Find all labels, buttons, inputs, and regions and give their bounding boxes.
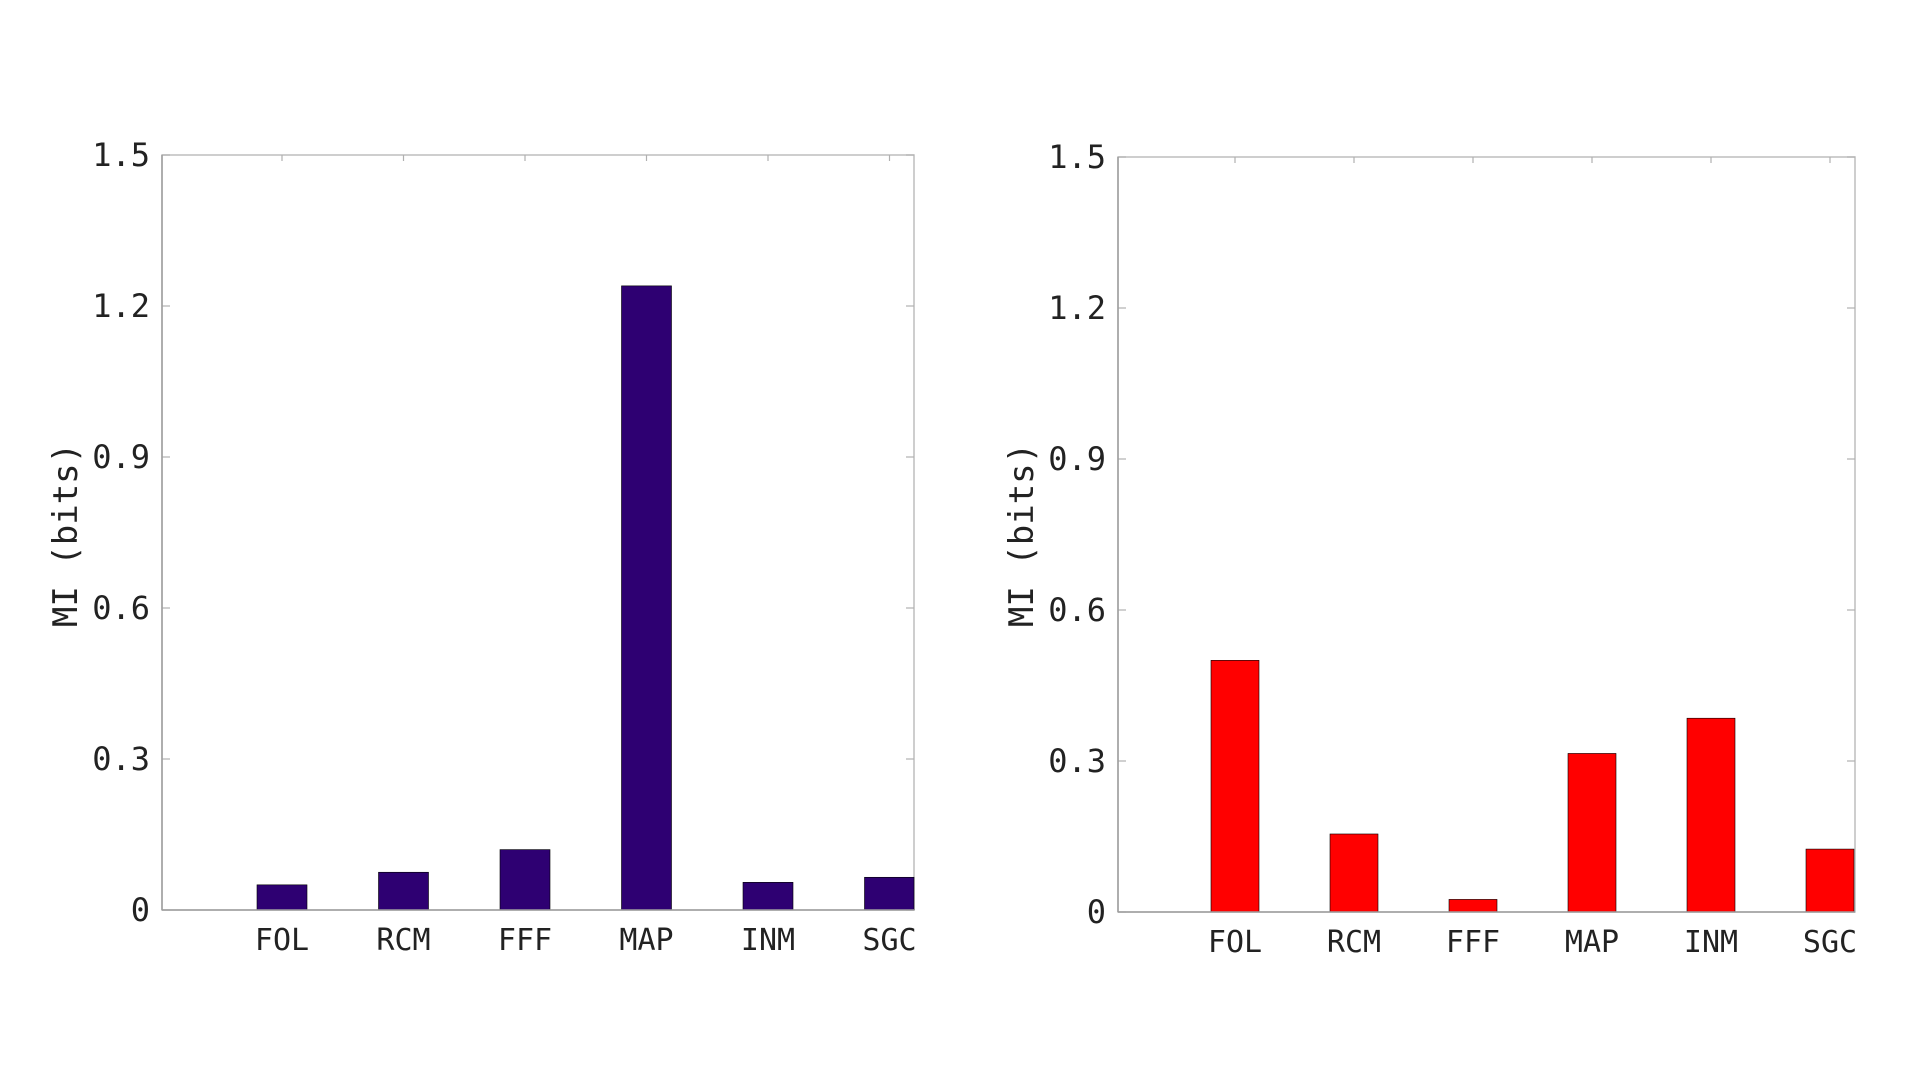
- y-tick-label: 0.3: [92, 740, 150, 778]
- bar-sgc: [864, 876, 915, 911]
- x-tick-label: SGC: [862, 923, 916, 958]
- bar-inm: [1686, 717, 1736, 913]
- y-tick-label: 0.9: [1048, 440, 1106, 478]
- y-tick-label: 0.3: [1048, 742, 1106, 780]
- bar-map: [1567, 753, 1617, 913]
- y-tick-label: 1.5: [92, 136, 150, 174]
- y-tick-label: 1.2: [1048, 289, 1106, 327]
- bar-fol: [1210, 660, 1260, 913]
- y-tick-label: 1.2: [92, 287, 150, 325]
- y-tick-label: 0: [131, 891, 150, 929]
- plot-frame: [161, 154, 915, 911]
- bar-fff: [499, 849, 551, 911]
- bar-rcm: [378, 871, 429, 911]
- y-tick-label: 1.5: [1048, 138, 1106, 176]
- x-tick-label: FFF: [1446, 925, 1500, 960]
- right-chart-panel: 0 0.3 0.6 0.9 1.2 1.5 FOL RCM FFF MAP INM SGC MI (bi…: [1002, 138, 1857, 960]
- x-tick-label: MAP: [1565, 925, 1619, 960]
- x-tick-label: INM: [1684, 925, 1738, 960]
- bar-sgc: [1805, 848, 1855, 913]
- y-axis-label: MI (bits): [46, 443, 86, 627]
- x-tick-label: MAP: [619, 923, 673, 958]
- bar-inm: [742, 882, 794, 911]
- x-tick-label: RCM: [376, 923, 430, 958]
- bar-map: [621, 285, 672, 911]
- y-tick-label: 0: [1087, 893, 1106, 931]
- bar-fol: [256, 884, 308, 911]
- x-tick-label: FOL: [255, 923, 309, 958]
- x-tick-label: FOL: [1208, 925, 1262, 960]
- bar-rcm: [1329, 833, 1379, 913]
- y-tick-label: 0.9: [92, 438, 150, 476]
- bar-fff: [1448, 899, 1498, 913]
- x-tick-label: INM: [741, 923, 795, 958]
- x-tick-label: SGC: [1803, 925, 1857, 960]
- x-tick-label: RCM: [1327, 925, 1381, 960]
- left-chart-panel: 0 0.3 0.6 0.9 1.2 1.5 FOL RCM FFF MAP INM SGC MI (bi…: [46, 136, 917, 958]
- y-axis-label: MI (bits): [1002, 443, 1042, 627]
- x-tick-label: FFF: [498, 923, 552, 958]
- y-tick-label: 0.6: [92, 589, 150, 627]
- y-tick-label: 0.6: [1048, 591, 1106, 629]
